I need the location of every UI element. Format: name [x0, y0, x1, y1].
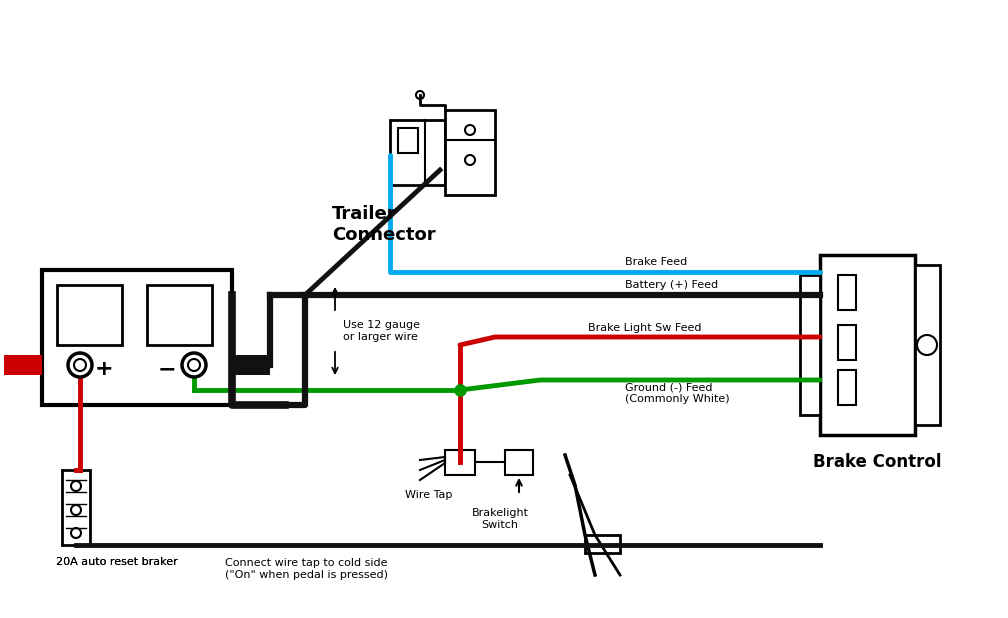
Bar	[232, 355, 270, 375]
Bar	[505, 450, 533, 475]
Bar	[838, 275, 856, 310]
Circle shape	[465, 155, 475, 165]
Bar	[42, 270, 232, 405]
Circle shape	[465, 125, 475, 135]
Circle shape	[917, 335, 937, 355]
Bar	[57, 285, 122, 345]
Text: +: +	[95, 359, 113, 379]
Circle shape	[71, 528, 81, 538]
Bar	[838, 370, 856, 405]
Circle shape	[71, 505, 81, 515]
Bar	[147, 285, 212, 345]
Text: Brake Control: Brake Control	[812, 453, 941, 471]
Text: Brake Feed: Brake Feed	[625, 257, 687, 267]
Bar	[800, 275, 820, 415]
Text: Brakelight
Switch: Brakelight Switch	[472, 508, 528, 530]
Circle shape	[71, 481, 81, 491]
Text: 20A auto reset braker: 20A auto reset braker	[56, 557, 177, 567]
Circle shape	[188, 359, 200, 371]
Bar	[398, 128, 418, 153]
Bar	[585, 535, 620, 553]
Bar	[4, 355, 42, 375]
Circle shape	[182, 353, 206, 377]
Bar	[445, 450, 475, 475]
Bar	[445, 110, 495, 195]
Text: Use 12 gauge
or larger wire: Use 12 gauge or larger wire	[343, 320, 420, 342]
Text: Trailer
Connector: Trailer Connector	[332, 205, 435, 243]
Text: Wire Tap: Wire Tap	[405, 490, 453, 500]
Circle shape	[416, 91, 424, 99]
Text: 20A auto reset braker: 20A auto reset braker	[56, 557, 177, 567]
Bar	[820, 255, 915, 435]
Text: Battery (+) Feed: Battery (+) Feed	[625, 280, 718, 290]
Text: Connect wire tap to cold side
("On" when pedal is pressed): Connect wire tap to cold side ("On" when…	[225, 558, 388, 580]
Bar	[915, 265, 940, 425]
Bar	[390, 120, 445, 185]
Text: Ground (-) Feed
(Commonly White): Ground (-) Feed (Commonly White)	[625, 382, 730, 404]
Bar	[62, 470, 90, 545]
Circle shape	[74, 359, 86, 371]
Circle shape	[68, 353, 92, 377]
Text: Brake Light Sw Feed: Brake Light Sw Feed	[588, 323, 702, 333]
Bar	[838, 325, 856, 360]
Text: −: −	[157, 359, 176, 379]
